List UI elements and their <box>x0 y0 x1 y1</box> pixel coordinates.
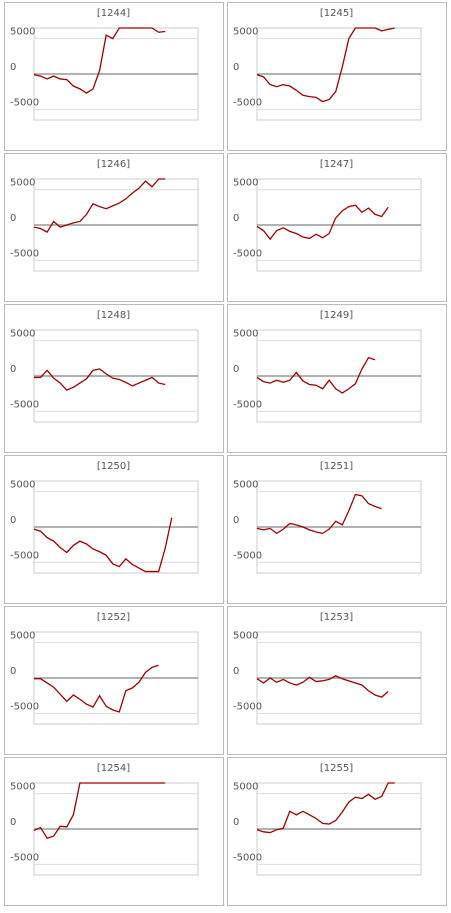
chart-panel: [1255] 5000 0 -5000 <box>227 757 447 906</box>
y-tick-label: -5000 <box>233 550 262 561</box>
y-tick-label: 5000 <box>233 631 258 642</box>
line <box>33 517 173 573</box>
line <box>256 782 395 834</box>
chart-title: [1248] <box>97 310 130 321</box>
y-tick-label: -5000 <box>10 248 39 259</box>
chart-title: [1251] <box>320 461 353 472</box>
y-tick-label: 0 <box>233 515 239 526</box>
chart-title: [1253] <box>320 612 353 623</box>
line <box>34 368 166 391</box>
y-tick-label: -5000 <box>10 399 39 410</box>
chart-panel: [1244] 5000 0 -5000 <box>4 2 224 151</box>
y-tick-label: 5000 <box>10 329 35 340</box>
chart-panel: [1250] 5000 0 -5000 <box>4 455 224 604</box>
line <box>256 493 382 535</box>
chart-title: [1247] <box>320 159 353 170</box>
chart-title: [1250] <box>97 461 130 472</box>
y-tick-label: 0 <box>233 817 239 828</box>
y-tick-label: 5000 <box>233 782 258 793</box>
line <box>256 204 389 241</box>
chart-title: [1249] <box>320 310 353 321</box>
line <box>256 356 376 394</box>
y-tick-label: 0 <box>233 213 239 224</box>
y-tick-label: 0 <box>10 364 16 375</box>
y-tick-label: 5000 <box>233 178 258 189</box>
y-tick-label: -5000 <box>10 550 39 561</box>
chart-panel: [1245] 5000 0 -5000 <box>227 2 447 151</box>
chart-title: [1245] <box>320 8 353 19</box>
y-tick-label: -5000 <box>10 852 39 863</box>
y-tick-label: -5000 <box>233 248 262 259</box>
y-tick-label: 5000 <box>233 27 258 38</box>
chart-panel: [1247] 5000 0 -5000 <box>227 153 447 302</box>
y-tick-label: 0 <box>10 213 16 224</box>
line <box>33 782 166 839</box>
y-tick-label: -5000 <box>233 852 262 863</box>
y-tick-label: 5000 <box>233 329 258 340</box>
y-tick-label: 5000 <box>10 178 35 189</box>
y-tick-label: 0 <box>10 817 16 828</box>
chart-panel: [1246] 5000 0 -5000 <box>4 153 224 302</box>
line <box>34 664 159 713</box>
chart-panel: [1253] 5000 0 -5000 <box>227 606 447 755</box>
y-tick-label: -5000 <box>233 399 262 410</box>
chart-title: [1255] <box>320 763 353 774</box>
line <box>256 27 395 103</box>
y-tick-label: 0 <box>233 364 239 375</box>
chart-panel: [1248] 5000 0 -5000 <box>4 304 224 453</box>
y-tick-label: 0 <box>233 62 239 73</box>
chart-panel: [1252] 5000 0 -5000 <box>4 606 224 755</box>
chart-panel: [1251] 5000 0 -5000 <box>227 455 447 604</box>
y-tick-label: 0 <box>10 666 16 677</box>
y-tick-label: 0 <box>10 515 16 526</box>
line <box>33 27 166 94</box>
y-tick-label: 5000 <box>10 27 35 38</box>
y-tick-label: 5000 <box>10 782 35 793</box>
line <box>33 178 166 233</box>
y-tick-label: -5000 <box>233 701 262 712</box>
y-tick-label: -5000 <box>10 97 39 108</box>
y-tick-label: -5000 <box>10 701 39 712</box>
chart-title: [1252] <box>97 612 130 623</box>
chart-panel: [1249] 5000 0 -5000 <box>227 304 447 453</box>
y-tick-label: 0 <box>10 62 16 73</box>
chart-title: [1246] <box>97 159 130 170</box>
chart-panel: [1254] 5000 0 -5000 <box>4 757 224 906</box>
chart-title: [1244] <box>97 8 130 19</box>
line <box>256 675 389 698</box>
y-tick-label: 0 <box>233 666 239 677</box>
y-tick-label: 5000 <box>10 480 35 491</box>
y-tick-label: 5000 <box>10 631 35 642</box>
y-tick-label: -5000 <box>233 97 262 108</box>
chart-title: [1254] <box>97 763 130 774</box>
y-tick-label: 5000 <box>233 480 258 491</box>
